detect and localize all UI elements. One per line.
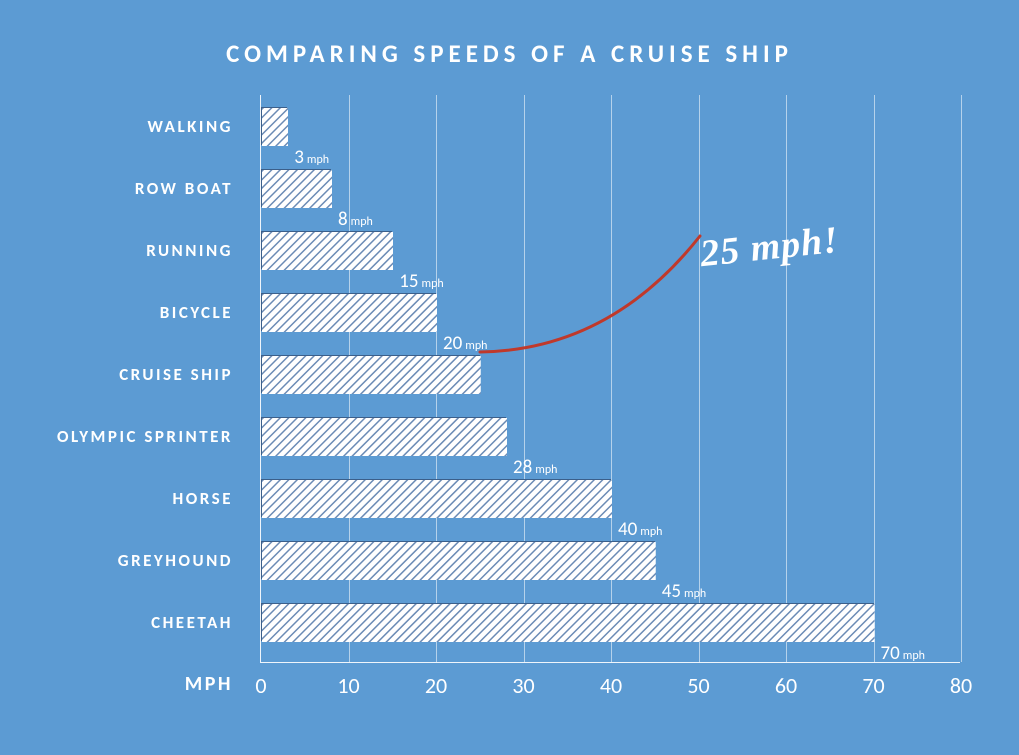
x-tick-label: 40 [600,672,622,699]
bar-value-label: 8mph [338,208,373,231]
chart-title: COMPARING SPEEDS OF A CRUISE SHIP [40,38,979,69]
bar-value-label: 70mph [881,642,925,665]
bar-row: CHEETAH70mph [261,603,874,641]
bar-row: CRUISE SHIP [261,355,480,393]
category-label: GREYHOUND [118,550,233,571]
bar-value-label: 40mph [618,518,662,541]
category-label: CRUISE SHIP [119,364,233,385]
x-axis-title: MPH [185,672,233,696]
bar-value-label: 28mph [513,456,557,479]
category-label: RUNNING [146,240,233,261]
x-tick-label: 70 [862,672,884,699]
bar-value-label: 15mph [399,270,443,293]
category-label: HORSE [173,488,233,509]
bar: 3mph [261,107,287,145]
gridline [874,95,875,662]
bar-row: ROW BOAT8mph [261,169,331,207]
x-tick-label: 80 [950,672,972,699]
gridline [699,95,700,662]
category-label: WALKING [148,116,233,137]
x-tick-label: 10 [337,672,359,699]
bar: 15mph [261,231,392,269]
bar: 20mph [261,293,436,331]
gridline [961,95,962,662]
gridline [786,95,787,662]
bar-row: OLYMPIC SPRINTER28mph [261,417,506,455]
category-label: OLYMPIC SPRINTER [57,426,233,447]
bar: 45mph [261,541,655,579]
x-tick-label: 50 [687,672,709,699]
bar: 70mph [261,603,874,641]
plot-area: MPH 01020304050607080WALKING3mphROW BOAT… [260,95,960,663]
x-tick-label: 0 [255,672,266,699]
bar-value-label: 3mph [294,146,329,169]
category-label: ROW BOAT [135,178,233,199]
bar: 40mph [261,479,611,517]
x-tick-label: 20 [425,672,447,699]
bar-row: WALKING3mph [261,107,287,145]
bar-value-label: 20mph [443,332,487,355]
bar-row: BICYCLE20mph [261,293,436,331]
bar: 28mph [261,417,506,455]
x-tick-label: 60 [775,672,797,699]
x-tick-label: 30 [512,672,534,699]
bar-value-label: 45mph [662,580,706,603]
bar-row: GREYHOUND45mph [261,541,655,579]
category-label: CHEETAH [151,612,233,633]
bar-row: RUNNING15mph [261,231,392,269]
bar [261,355,480,393]
bar-row: HORSE40mph [261,479,611,517]
chart-container: COMPARING SPEEDS OF A CRUISE SHIP MPH 01… [0,0,1019,755]
bar: 8mph [261,169,331,207]
category-label: BICYCLE [160,302,233,323]
